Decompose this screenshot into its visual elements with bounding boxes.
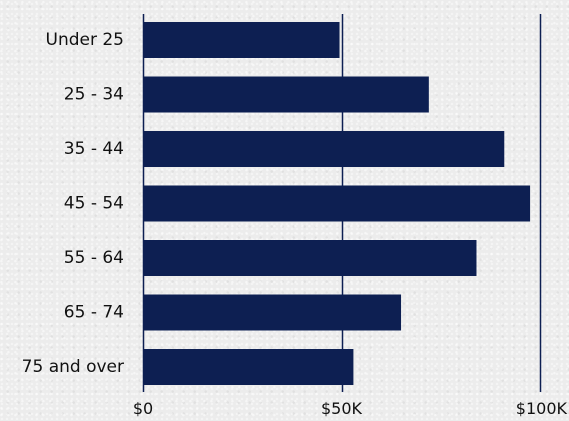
x-tick-label-1: $50K xyxy=(321,399,363,418)
bar-5 xyxy=(143,294,402,331)
x-axis-tick-labels: $0 $50K $100K xyxy=(133,399,568,418)
category-labels: Under 25 25 - 34 35 - 44 45 - 54 55 - 64 65 -… xyxy=(22,30,124,377)
category-label-6: 75 and over xyxy=(22,357,124,377)
category-label-3: 45 - 54 xyxy=(64,194,124,214)
x-tick-label-2: $100K xyxy=(516,399,568,418)
x-tick-label-0: $0 xyxy=(133,399,153,418)
bar-4 xyxy=(143,240,477,276)
category-label-5: 65 - 74 xyxy=(64,303,124,323)
bar-6 xyxy=(143,349,354,385)
category-label-0: Under 25 xyxy=(46,30,125,50)
category-label-4: 55 - 64 xyxy=(64,248,124,268)
bar-1 xyxy=(143,76,429,113)
bar-2 xyxy=(143,131,505,167)
category-label-2: 35 - 44 xyxy=(64,139,124,159)
bars xyxy=(143,22,531,385)
bar-3 xyxy=(143,185,531,222)
category-label-1: 25 - 34 xyxy=(64,85,124,105)
bar-0 xyxy=(143,22,340,58)
